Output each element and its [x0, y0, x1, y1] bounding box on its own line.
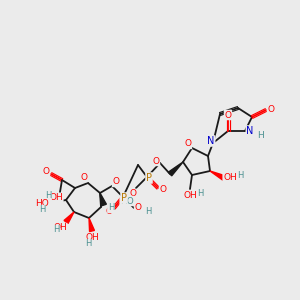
- Text: H: H: [145, 208, 151, 217]
- Text: O: O: [152, 157, 160, 166]
- Text: HO: HO: [35, 200, 49, 208]
- Text: O: O: [224, 110, 232, 119]
- Polygon shape: [64, 212, 74, 224]
- Text: OH: OH: [223, 173, 237, 182]
- Text: P: P: [121, 193, 127, 203]
- Text: H: H: [39, 206, 45, 214]
- Text: O: O: [184, 140, 191, 148]
- Text: H: H: [53, 226, 59, 235]
- Text: O: O: [134, 203, 142, 212]
- Text: OH: OH: [49, 194, 63, 202]
- Text: H: H: [256, 130, 263, 140]
- Text: H: H: [85, 239, 91, 248]
- Text: O: O: [106, 208, 112, 217]
- Polygon shape: [210, 171, 225, 180]
- Text: O: O: [160, 185, 167, 194]
- Text: O: O: [268, 106, 274, 115]
- Text: O: O: [43, 167, 50, 176]
- Text: N: N: [207, 136, 215, 146]
- Text: O: O: [80, 172, 88, 182]
- Text: HO: HO: [120, 196, 134, 206]
- Text: H: H: [237, 170, 243, 179]
- Text: H: H: [108, 203, 114, 212]
- Text: H: H: [197, 188, 203, 197]
- Polygon shape: [168, 162, 183, 176]
- Text: OH: OH: [85, 233, 99, 242]
- Polygon shape: [100, 193, 106, 206]
- Text: O: O: [112, 178, 119, 187]
- Text: P: P: [146, 173, 152, 183]
- Text: O: O: [130, 190, 136, 199]
- Text: OH: OH: [53, 224, 67, 232]
- Text: N: N: [246, 126, 254, 136]
- Text: OH: OH: [183, 191, 197, 200]
- Text: H: H: [45, 191, 51, 200]
- Polygon shape: [89, 218, 94, 232]
